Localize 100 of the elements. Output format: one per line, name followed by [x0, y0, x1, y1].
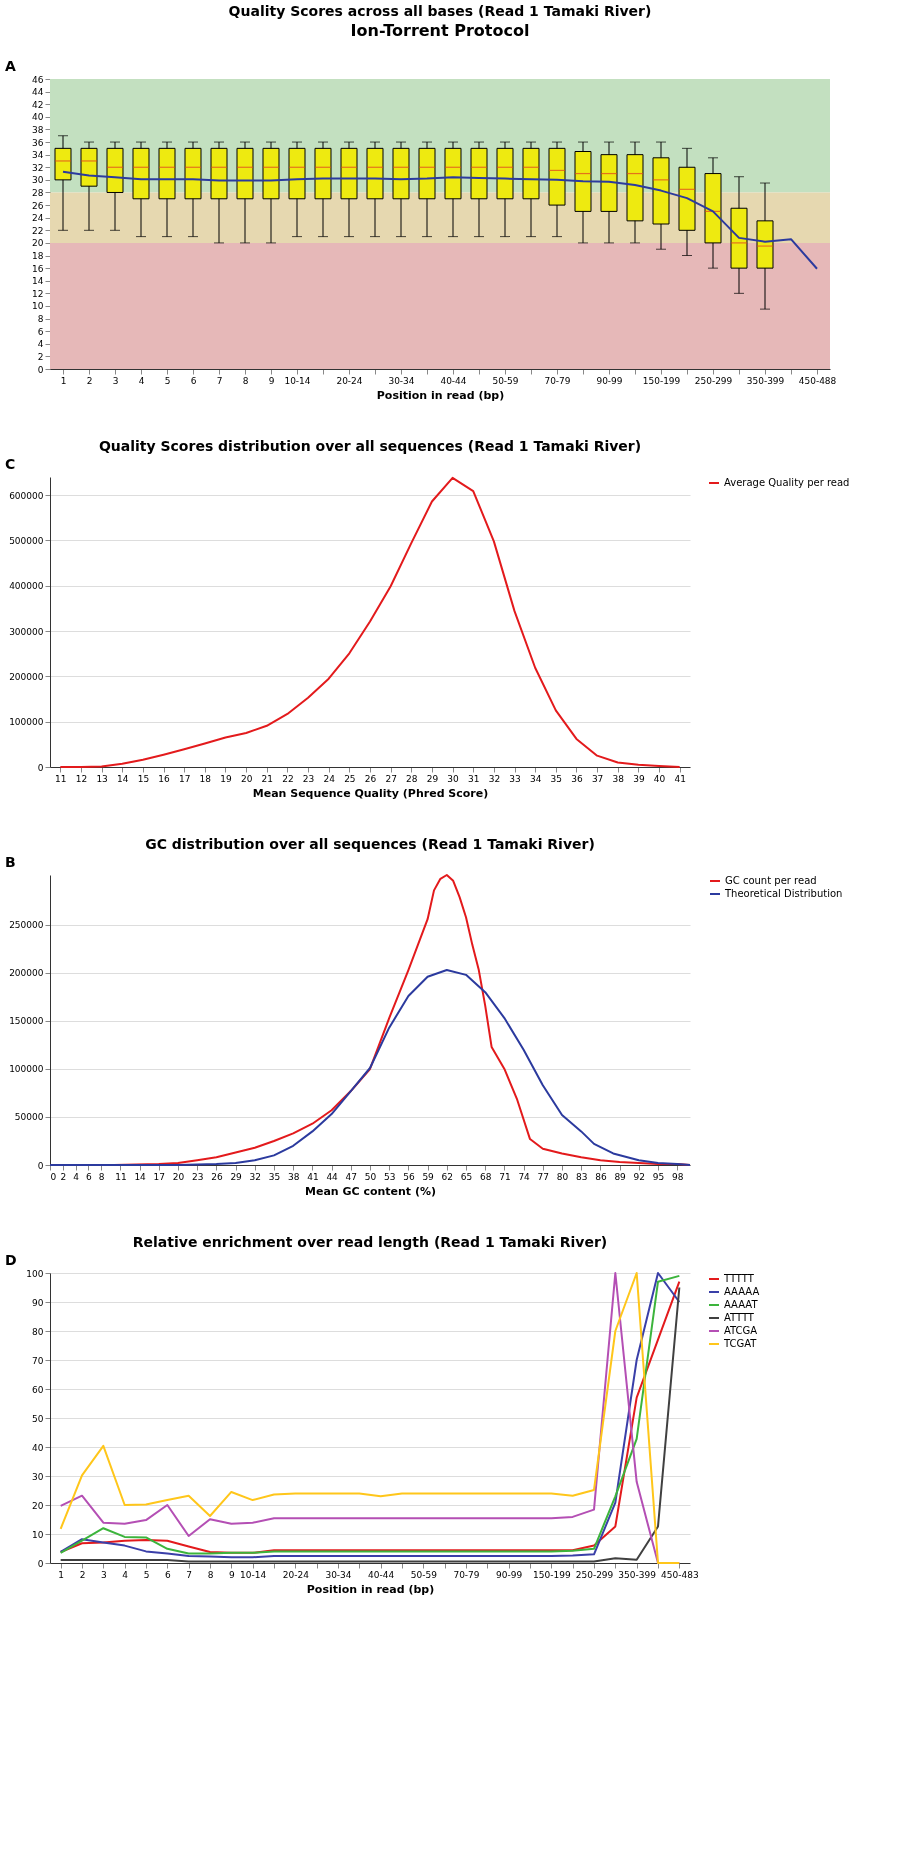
y-tick-label: 0 — [37, 1160, 44, 1171]
x-tick-label: 9 — [228, 1569, 235, 1580]
y-tick-label: 44 — [32, 87, 44, 98]
y-tick-label: 30 — [32, 1471, 44, 1482]
y-tick-label: 4 — [37, 339, 44, 350]
x-tick-label: 36 — [571, 773, 583, 784]
x-tick-label: 20-24 — [336, 375, 363, 386]
x-tick-label: 50-59 — [492, 375, 519, 386]
x-tick-label: 23 — [302, 773, 315, 784]
x-tick-label: 350-399 — [618, 1569, 657, 1580]
y-tick-label: 150000 — [9, 1016, 44, 1027]
x-tick-label: 38 — [612, 773, 625, 784]
y-tick-label: 18 — [32, 251, 44, 262]
x-tick-label: 86 — [595, 1171, 607, 1182]
x-tick-label: 44 — [326, 1171, 339, 1182]
y-tick-label: 600000 — [9, 490, 44, 501]
x-tick-label: 2 — [86, 375, 93, 386]
x-axis-title: Position in read (bp) — [306, 1582, 435, 1596]
x-tick-label: 68 — [479, 1171, 492, 1182]
x-tick-label: 15 — [137, 773, 150, 784]
x-tick-label: 30 — [447, 773, 460, 784]
text: B — [5, 854, 16, 870]
y-tick-label: 300000 — [9, 626, 44, 637]
text: C — [5, 456, 16, 472]
x-tick-label: 50-59 — [410, 1569, 438, 1580]
x-tick-label: 19 — [220, 773, 232, 784]
y-tick-label: 20 — [32, 1500, 44, 1511]
x-tick-label: 74 — [518, 1171, 531, 1182]
x-tick-label: 18 — [199, 773, 212, 784]
x-tick-label: 77 — [537, 1171, 550, 1182]
x-tick-label: 8 — [242, 375, 249, 386]
x-tick-label: 3 — [100, 1569, 107, 1580]
x-tick-label: 250-299 — [575, 1569, 614, 1580]
x-tick-label: 9 — [268, 375, 275, 386]
x-tick-label: 34 — [529, 773, 542, 784]
y-tick-label: 2 — [37, 351, 44, 362]
x-tick-label: 20-24 — [282, 1569, 310, 1580]
x-tick-label: 59 — [422, 1171, 435, 1182]
y-tick-label: 12 — [32, 288, 44, 299]
x-tick-label: 53 — [383, 1171, 396, 1182]
legend-label: AAAAA — [724, 1286, 760, 1297]
x-tick-label: 10-14 — [284, 375, 311, 386]
x-tick-label: 29 — [230, 1171, 243, 1182]
x-tick-label: 32 — [488, 773, 501, 784]
y-tick-label: 28 — [32, 187, 44, 198]
x-tick-label: 11 — [115, 1171, 127, 1182]
x-tick-label: 70-79 — [544, 375, 571, 386]
x-tick-label: 35 — [268, 1171, 281, 1182]
x-tick-label: 2 — [60, 1171, 67, 1182]
x-tick-label: 65 — [460, 1171, 473, 1182]
y-tick-label: 0 — [37, 1558, 44, 1569]
y-tick-label: 100000 — [9, 1064, 44, 1075]
x-tick-label: 26 — [364, 773, 377, 784]
x-tick-label: 90-99 — [496, 1569, 523, 1580]
x-tick-label: 0 — [50, 1171, 57, 1182]
y-tick-label: 46 — [32, 74, 44, 85]
x-tick-label: 33 — [509, 773, 521, 784]
x-tick-label: 150-199 — [642, 375, 681, 386]
x-tick-label: 62 — [441, 1171, 454, 1182]
x-tick-label: 41 — [674, 773, 686, 784]
y-tick-label: 16 — [32, 263, 44, 274]
x-tick-label: 31 — [468, 773, 480, 784]
y-tick-label: 400000 — [9, 581, 44, 592]
x-tick-label: 8 — [98, 1171, 105, 1182]
y-tick-label: 36 — [32, 137, 44, 148]
x-tick-label: 39 — [633, 773, 645, 784]
y-tick-label: 500000 — [9, 535, 44, 546]
y-tick-label: 0 — [37, 364, 44, 375]
y-tick-label: 8 — [37, 314, 44, 325]
x-tick-label: 32 — [249, 1171, 262, 1182]
chart-title: GC distribution over all sequences (Read 1 Tamaki River) — [145, 836, 595, 852]
x-tick-label: 90-99 — [596, 375, 623, 386]
x-tick-label: 5 — [143, 1569, 150, 1580]
x-tick-label: 14 — [134, 1171, 147, 1182]
y-tick-label: 250000 — [9, 920, 44, 931]
x-tick-label: 37 — [591, 773, 604, 784]
y-tick-label: 6 — [37, 326, 44, 337]
x-tick-label: 40-44 — [368, 1569, 395, 1580]
x-tick-label: 22 — [282, 773, 294, 784]
x-tick-label: 450-488 — [798, 375, 837, 386]
x-tick-label: 7 — [216, 375, 223, 386]
x-tick-label: 4 — [73, 1171, 80, 1182]
x-tick-label: 14 — [117, 773, 129, 784]
x-tick-label: 50 — [364, 1171, 377, 1182]
y-tick-label: 24 — [32, 213, 44, 224]
x-tick-label: 28 — [406, 773, 418, 784]
x-tick-label: 29 — [426, 773, 439, 784]
legend-label: TTTTT — [723, 1273, 755, 1284]
legend-label: ATTTT — [724, 1312, 755, 1323]
x-tick-label: 21 — [261, 773, 273, 784]
x-tick-label: 4 — [138, 375, 145, 386]
y-tick-label: 100 — [26, 1268, 44, 1279]
x-tick-label: 26 — [211, 1171, 223, 1182]
x-tick-label: 20 — [240, 773, 253, 784]
x-tick-label: 8 — [207, 1569, 214, 1580]
y-tick-label: 10 — [32, 301, 44, 312]
x-tick-label: 17 — [178, 773, 191, 784]
legend-label: Average Quality per read — [724, 477, 850, 488]
x-tick-label: 10-14 — [240, 1569, 267, 1580]
x-axis-title: Position in read (bp) — [376, 388, 505, 402]
